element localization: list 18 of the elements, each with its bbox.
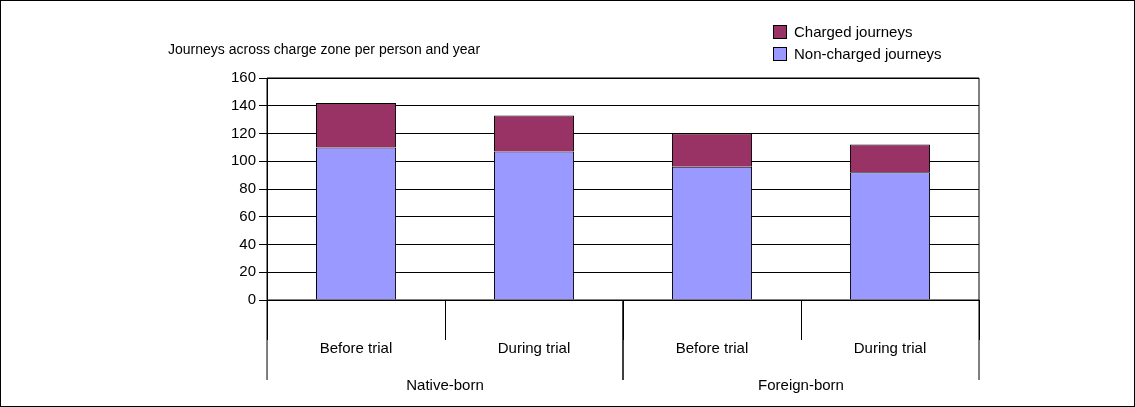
legend-label: Charged journeys	[794, 23, 913, 40]
y-tick-label: 20	[239, 262, 257, 280]
x-tick-label: During trial	[853, 339, 927, 357]
x-tick-label: Before trial	[319, 339, 393, 357]
y-tick-label: 120	[231, 123, 257, 141]
x-tick-label: During trial	[497, 339, 571, 357]
legend-label: Non-charged journeys	[794, 45, 942, 62]
text: Native-born	[406, 376, 484, 394]
y-tick-label: 100	[231, 151, 257, 169]
y-tick-label: 80	[239, 179, 257, 197]
y-axis-title: Journeys across charge zone per person and year	[168, 41, 481, 57]
y-tick-label: 60	[239, 206, 257, 224]
y-tick-label: 40	[239, 234, 257, 252]
y-tick-label: 0	[247, 290, 257, 308]
text: Foreign-born	[758, 376, 844, 394]
y-tick-label: 140	[231, 95, 257, 113]
y-tick-label: 160	[231, 68, 257, 86]
x-tick-label: Before trial	[675, 339, 749, 357]
